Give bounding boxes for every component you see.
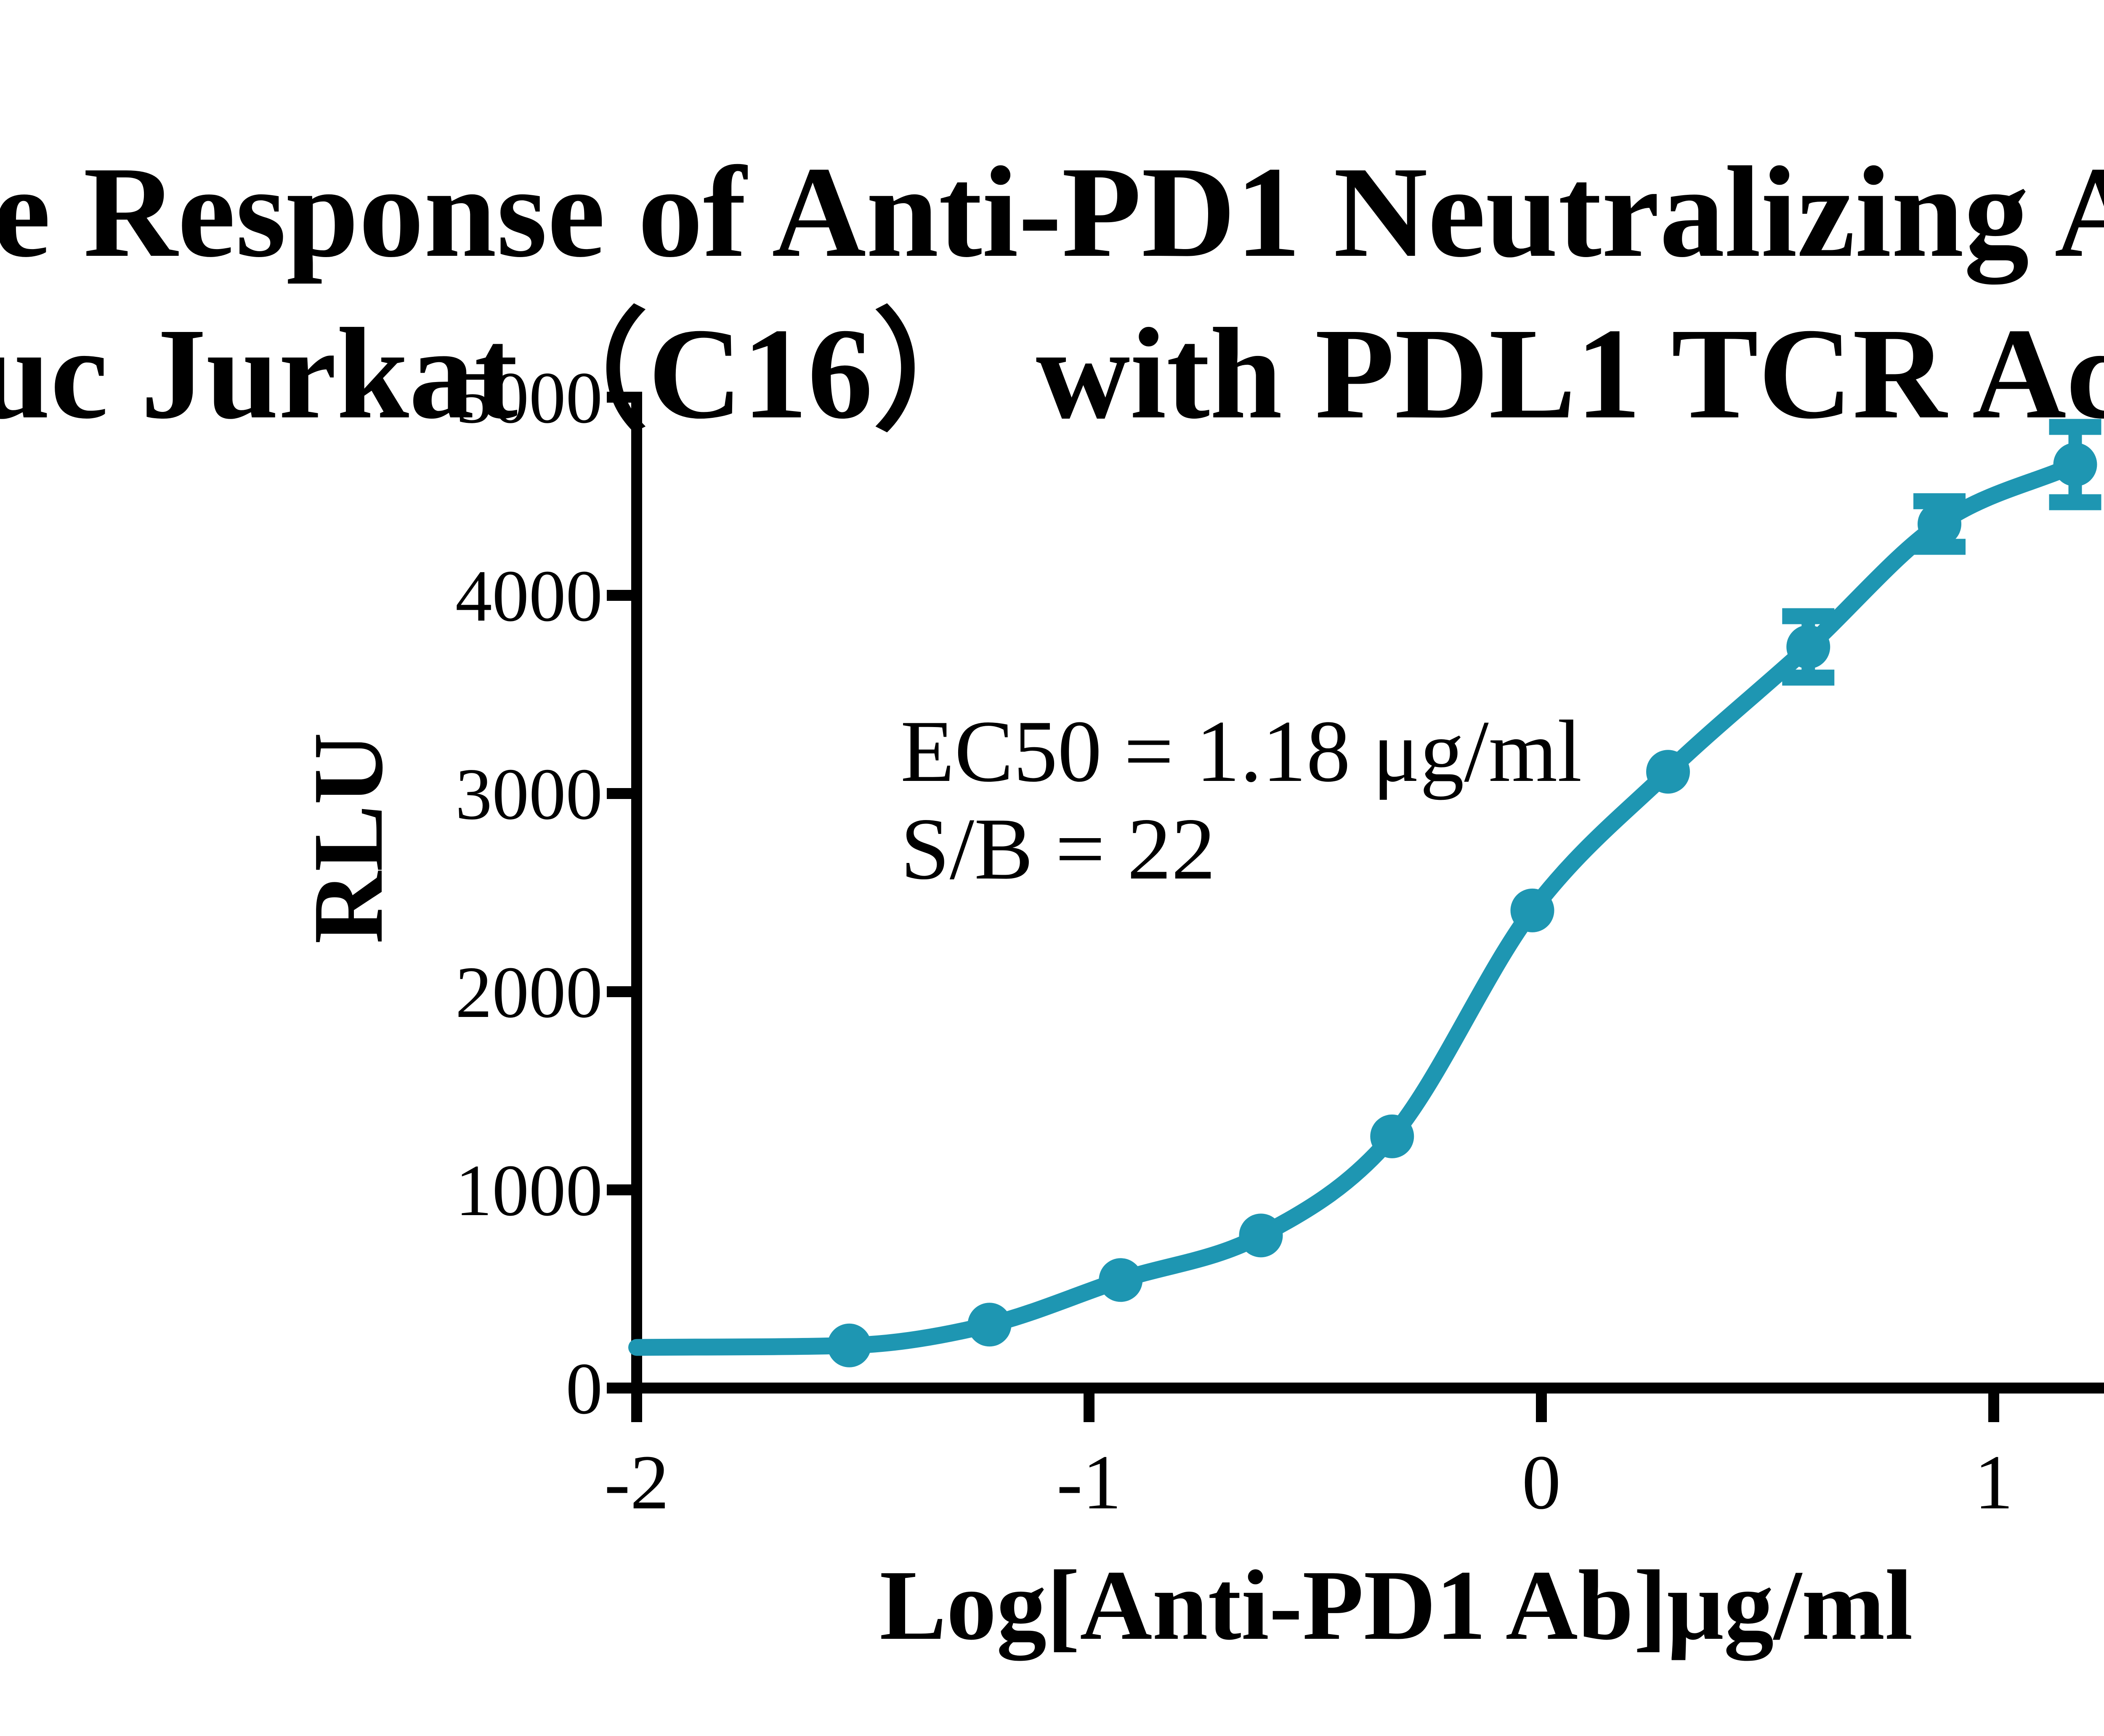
data-point	[967, 1303, 1012, 1347]
y-tick-label: 5000	[455, 357, 603, 438]
x-axis-label: Log[Anti-PD1 Ab]μg/ml	[879, 1550, 1913, 1661]
x-tick-label: 0	[1522, 1439, 1561, 1526]
sb-annotation: S/B = 22	[901, 800, 1216, 898]
plot-area: 0 1000 2000 3000 4000 5000 -2 -1 0 1	[455, 357, 2104, 1526]
data-point	[1918, 502, 1961, 546]
x-tick-label: -2	[604, 1439, 669, 1526]
data-point	[1239, 1213, 1283, 1258]
dose-response-curve	[628, 456, 2084, 1356]
data-point	[1510, 888, 1554, 932]
y-tick-label: 0	[566, 1348, 603, 1429]
data-point	[2053, 443, 2097, 487]
chart-title-line2: NFAT-Luc Jurkat（C16） with PDL1 TCR Activ…	[0, 301, 2104, 446]
data-point	[827, 1323, 871, 1367]
ec50-annotation: EC50 = 1.18 μg/ml	[901, 703, 1582, 800]
data-point	[1786, 625, 1830, 669]
data-point	[1099, 1258, 1143, 1302]
chart-title-line1: Dose Response of Anti-PD1 Neutralizing A…	[0, 140, 2104, 287]
data-point	[1370, 1114, 1414, 1158]
y-tick-label: 4000	[455, 555, 603, 637]
x-tick-label: 1	[1974, 1439, 2014, 1526]
y-axis-label: RLU	[293, 733, 404, 944]
x-tick-label: -1	[1057, 1439, 1121, 1526]
y-tick-label: 3000	[455, 753, 603, 835]
y-tick-label: 1000	[455, 1149, 603, 1231]
y-tick-label: 2000	[455, 951, 603, 1033]
data-point	[1646, 750, 1690, 794]
